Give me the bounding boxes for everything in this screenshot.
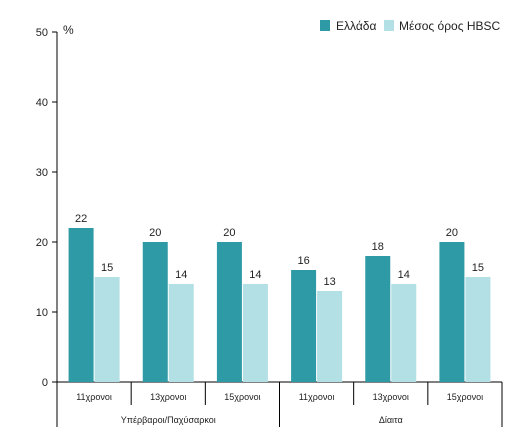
axes	[56, 32, 503, 427]
legend-label-greece: Ελλάδα	[336, 19, 376, 33]
legend-label-hbsc: Μέσος όρος HBSC	[399, 19, 501, 33]
value-label: 22	[75, 213, 87, 225]
legend-swatch-hbsc	[384, 20, 394, 31]
y-tick-label: 40	[36, 97, 48, 109]
value-label: 15	[101, 262, 113, 274]
bar-greece	[142, 242, 168, 382]
x-group-label: Δίαιτα	[379, 415, 403, 425]
x-category-label: 13χρονοι	[373, 392, 409, 402]
bar-hbsc	[242, 284, 268, 382]
bar-greece	[439, 242, 465, 382]
value-label: 20	[149, 227, 161, 239]
bars	[68, 228, 491, 382]
x-category-label: 15χρονοι	[224, 392, 260, 402]
bar-greece	[216, 242, 242, 382]
value-label: 14	[249, 269, 261, 281]
y-tick-label: 10	[36, 307, 48, 319]
value-label: 14	[175, 269, 187, 281]
bar-greece	[291, 270, 317, 382]
value-label: 13	[323, 276, 335, 288]
bar-greece	[365, 256, 391, 382]
x-category-label: 11χρονοι	[76, 392, 112, 402]
x-axis-group-labels: Υπέρβαροι/Παχύσαρκοι Δίαιτα	[121, 415, 403, 425]
value-label: 16	[297, 255, 309, 267]
bar-hbsc	[391, 284, 417, 382]
y-tick-label: 0	[42, 377, 48, 389]
y-tick-label: 20	[36, 237, 48, 249]
value-label: 20	[223, 227, 235, 239]
bar-hbsc	[168, 284, 194, 382]
x-category-label: 11χρονοι	[299, 392, 335, 402]
y-unit-label: %	[63, 23, 74, 37]
bar-hbsc	[465, 277, 491, 382]
y-tick-label: 30	[36, 167, 48, 179]
value-labels: 22 15 20 14 20 14 16 13 18 14 20 15	[75, 213, 484, 288]
legend: Ελλάδα Μέσος όρος HBSC	[320, 19, 501, 33]
bar-hbsc	[317, 291, 343, 382]
value-label: 15	[472, 262, 484, 274]
value-label: 20	[446, 227, 458, 239]
value-label: 14	[398, 269, 410, 281]
x-axis-category-labels: 11χρονοι 13χρονοι 15χρονοι 11χρονοι 13χρονοι…	[76, 392, 483, 402]
y-axis-ticks: 0 10 20 30 40 50	[36, 27, 57, 389]
y-tick-label: 50	[36, 27, 48, 39]
value-label: 18	[372, 241, 384, 253]
bar-greece	[68, 228, 94, 382]
legend-swatch-greece	[320, 20, 330, 31]
bar-hbsc	[94, 277, 120, 382]
x-category-label: 13χρονοι	[150, 392, 186, 402]
x-category-label: 15χρονοι	[447, 392, 483, 402]
x-group-label: Υπέρβαροι/Παχύσαρκοι	[121, 415, 216, 425]
